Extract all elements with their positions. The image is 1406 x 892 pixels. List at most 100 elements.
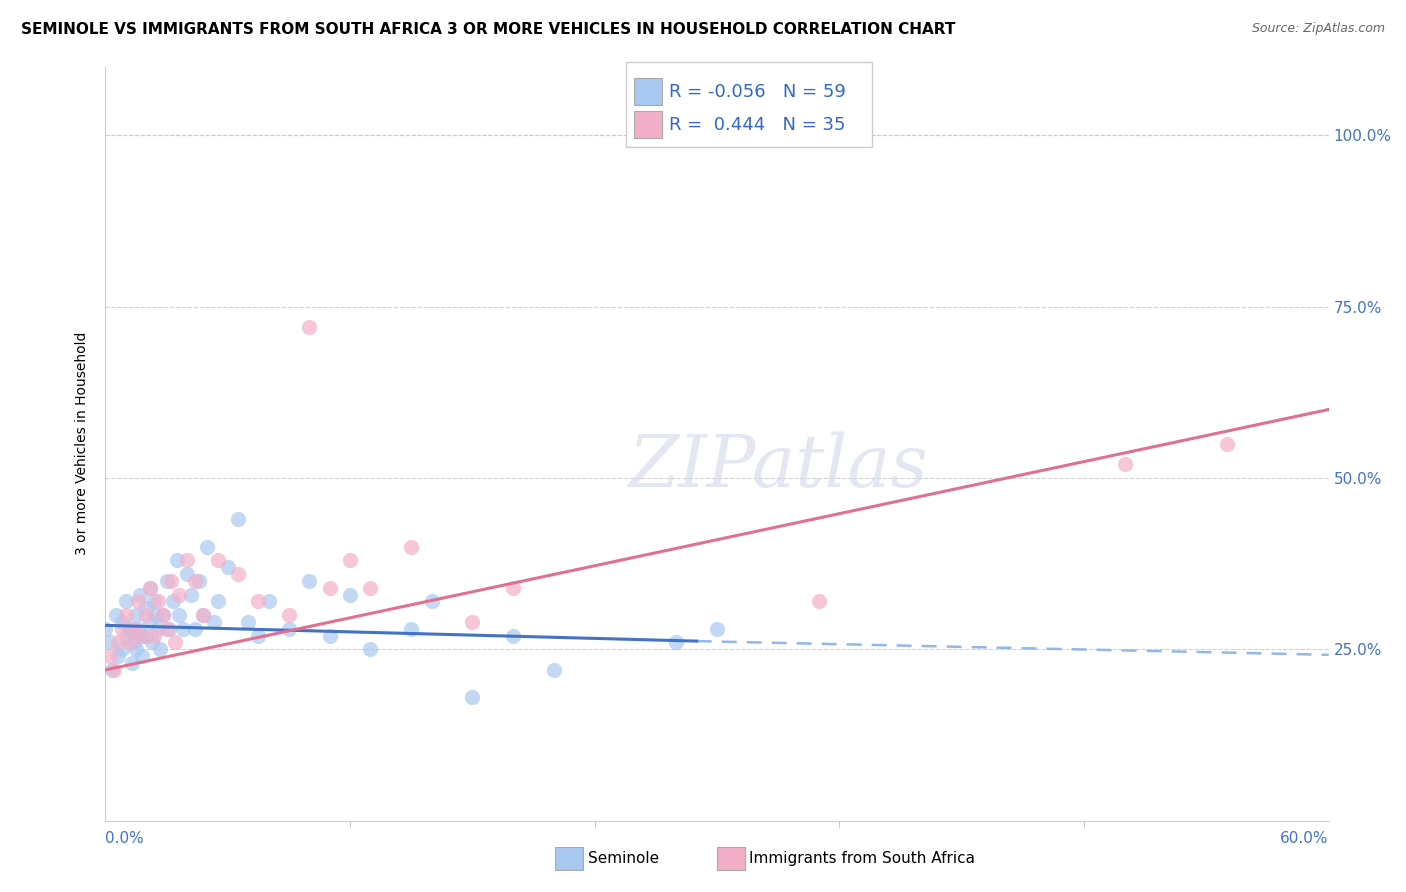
Point [247, 594, 270, 608]
Point [236, 615, 259, 629]
Point [141, 635, 163, 649]
Point [278, 608, 301, 623]
Point [159, 574, 181, 588]
Point [665, 635, 688, 649]
Point [184, 622, 207, 636]
Point [298, 320, 321, 334]
Text: ZIPatlas: ZIPatlas [628, 431, 928, 501]
Point [139, 581, 162, 595]
Text: SEMINOLE VS IMMIGRANTS FROM SOUTH AFRICA 3 OR MORE VEHICLES IN HOUSEHOLD CORRELA: SEMINOLE VS IMMIGRANTS FROM SOUTH AFRICA… [21, 22, 956, 37]
Point [143, 629, 166, 643]
Point [121, 656, 143, 670]
Point [807, 594, 830, 608]
Point [202, 615, 225, 629]
Point [129, 588, 152, 602]
Point [461, 615, 484, 629]
Point [122, 622, 145, 636]
Point [135, 629, 157, 643]
Point [94, 622, 117, 636]
Point [125, 642, 148, 657]
Point [152, 608, 174, 623]
Point [139, 581, 162, 595]
Point [135, 601, 157, 615]
Point [176, 566, 198, 581]
Point [298, 574, 321, 588]
Text: Immigrants from South Africa: Immigrants from South Africa [749, 852, 976, 866]
Point [103, 663, 125, 677]
Point [247, 629, 270, 643]
Point [118, 635, 141, 649]
Text: R =  0.444   N = 35: R = 0.444 N = 35 [669, 116, 846, 134]
Point [217, 560, 239, 574]
Point [461, 690, 484, 705]
Point [172, 622, 194, 636]
Point [1216, 436, 1239, 450]
Point [143, 594, 166, 608]
Point [166, 553, 188, 567]
Point [163, 635, 186, 649]
Point [135, 608, 157, 623]
Text: 60.0%: 60.0% [1281, 831, 1329, 846]
Point [122, 635, 145, 649]
Point [257, 594, 280, 608]
Point [139, 615, 162, 629]
Point [207, 553, 229, 567]
Point [111, 642, 134, 657]
Point [127, 594, 149, 608]
Point [152, 608, 174, 623]
Point [399, 622, 422, 636]
Y-axis label: 3 or more Vehicles in Household: 3 or more Vehicles in Household [76, 332, 90, 556]
Point [131, 629, 153, 643]
Point [502, 581, 524, 595]
Point [1114, 458, 1136, 472]
Point [360, 581, 382, 595]
Point [98, 635, 121, 649]
Text: Source: ZipAtlas.com: Source: ZipAtlas.com [1251, 22, 1385, 36]
Point [162, 594, 184, 608]
Point [176, 553, 198, 567]
Point [157, 622, 180, 636]
Point [115, 594, 138, 608]
Point [420, 594, 443, 608]
Point [193, 608, 215, 623]
Point [278, 622, 301, 636]
Point [318, 581, 342, 595]
Point [399, 540, 422, 554]
Point [100, 663, 122, 677]
Point [180, 588, 202, 602]
Point [543, 663, 565, 677]
Text: 0.0%: 0.0% [105, 831, 145, 846]
Point [706, 622, 728, 636]
Point [167, 588, 190, 602]
Point [115, 629, 138, 643]
Point [226, 566, 249, 581]
Point [145, 608, 167, 623]
Point [207, 594, 229, 608]
Point [360, 642, 382, 657]
Point [502, 629, 524, 643]
Point [115, 608, 138, 623]
Point [167, 608, 190, 623]
Point [118, 622, 141, 636]
Point [125, 608, 148, 623]
Point [98, 649, 121, 664]
Point [111, 622, 134, 636]
Point [148, 594, 170, 608]
Point [155, 574, 177, 588]
Point [188, 574, 211, 588]
Text: R = -0.056   N = 59: R = -0.056 N = 59 [669, 83, 846, 101]
Point [155, 622, 177, 636]
Point [107, 635, 129, 649]
Point [318, 629, 342, 643]
Point [127, 622, 149, 636]
Point [339, 553, 361, 567]
Point [226, 512, 249, 526]
Point [111, 615, 134, 629]
Point [131, 649, 153, 664]
Point [104, 608, 127, 623]
Point [131, 629, 153, 643]
Point [149, 642, 172, 657]
Point [184, 574, 207, 588]
Point [193, 608, 215, 623]
Point [339, 588, 361, 602]
